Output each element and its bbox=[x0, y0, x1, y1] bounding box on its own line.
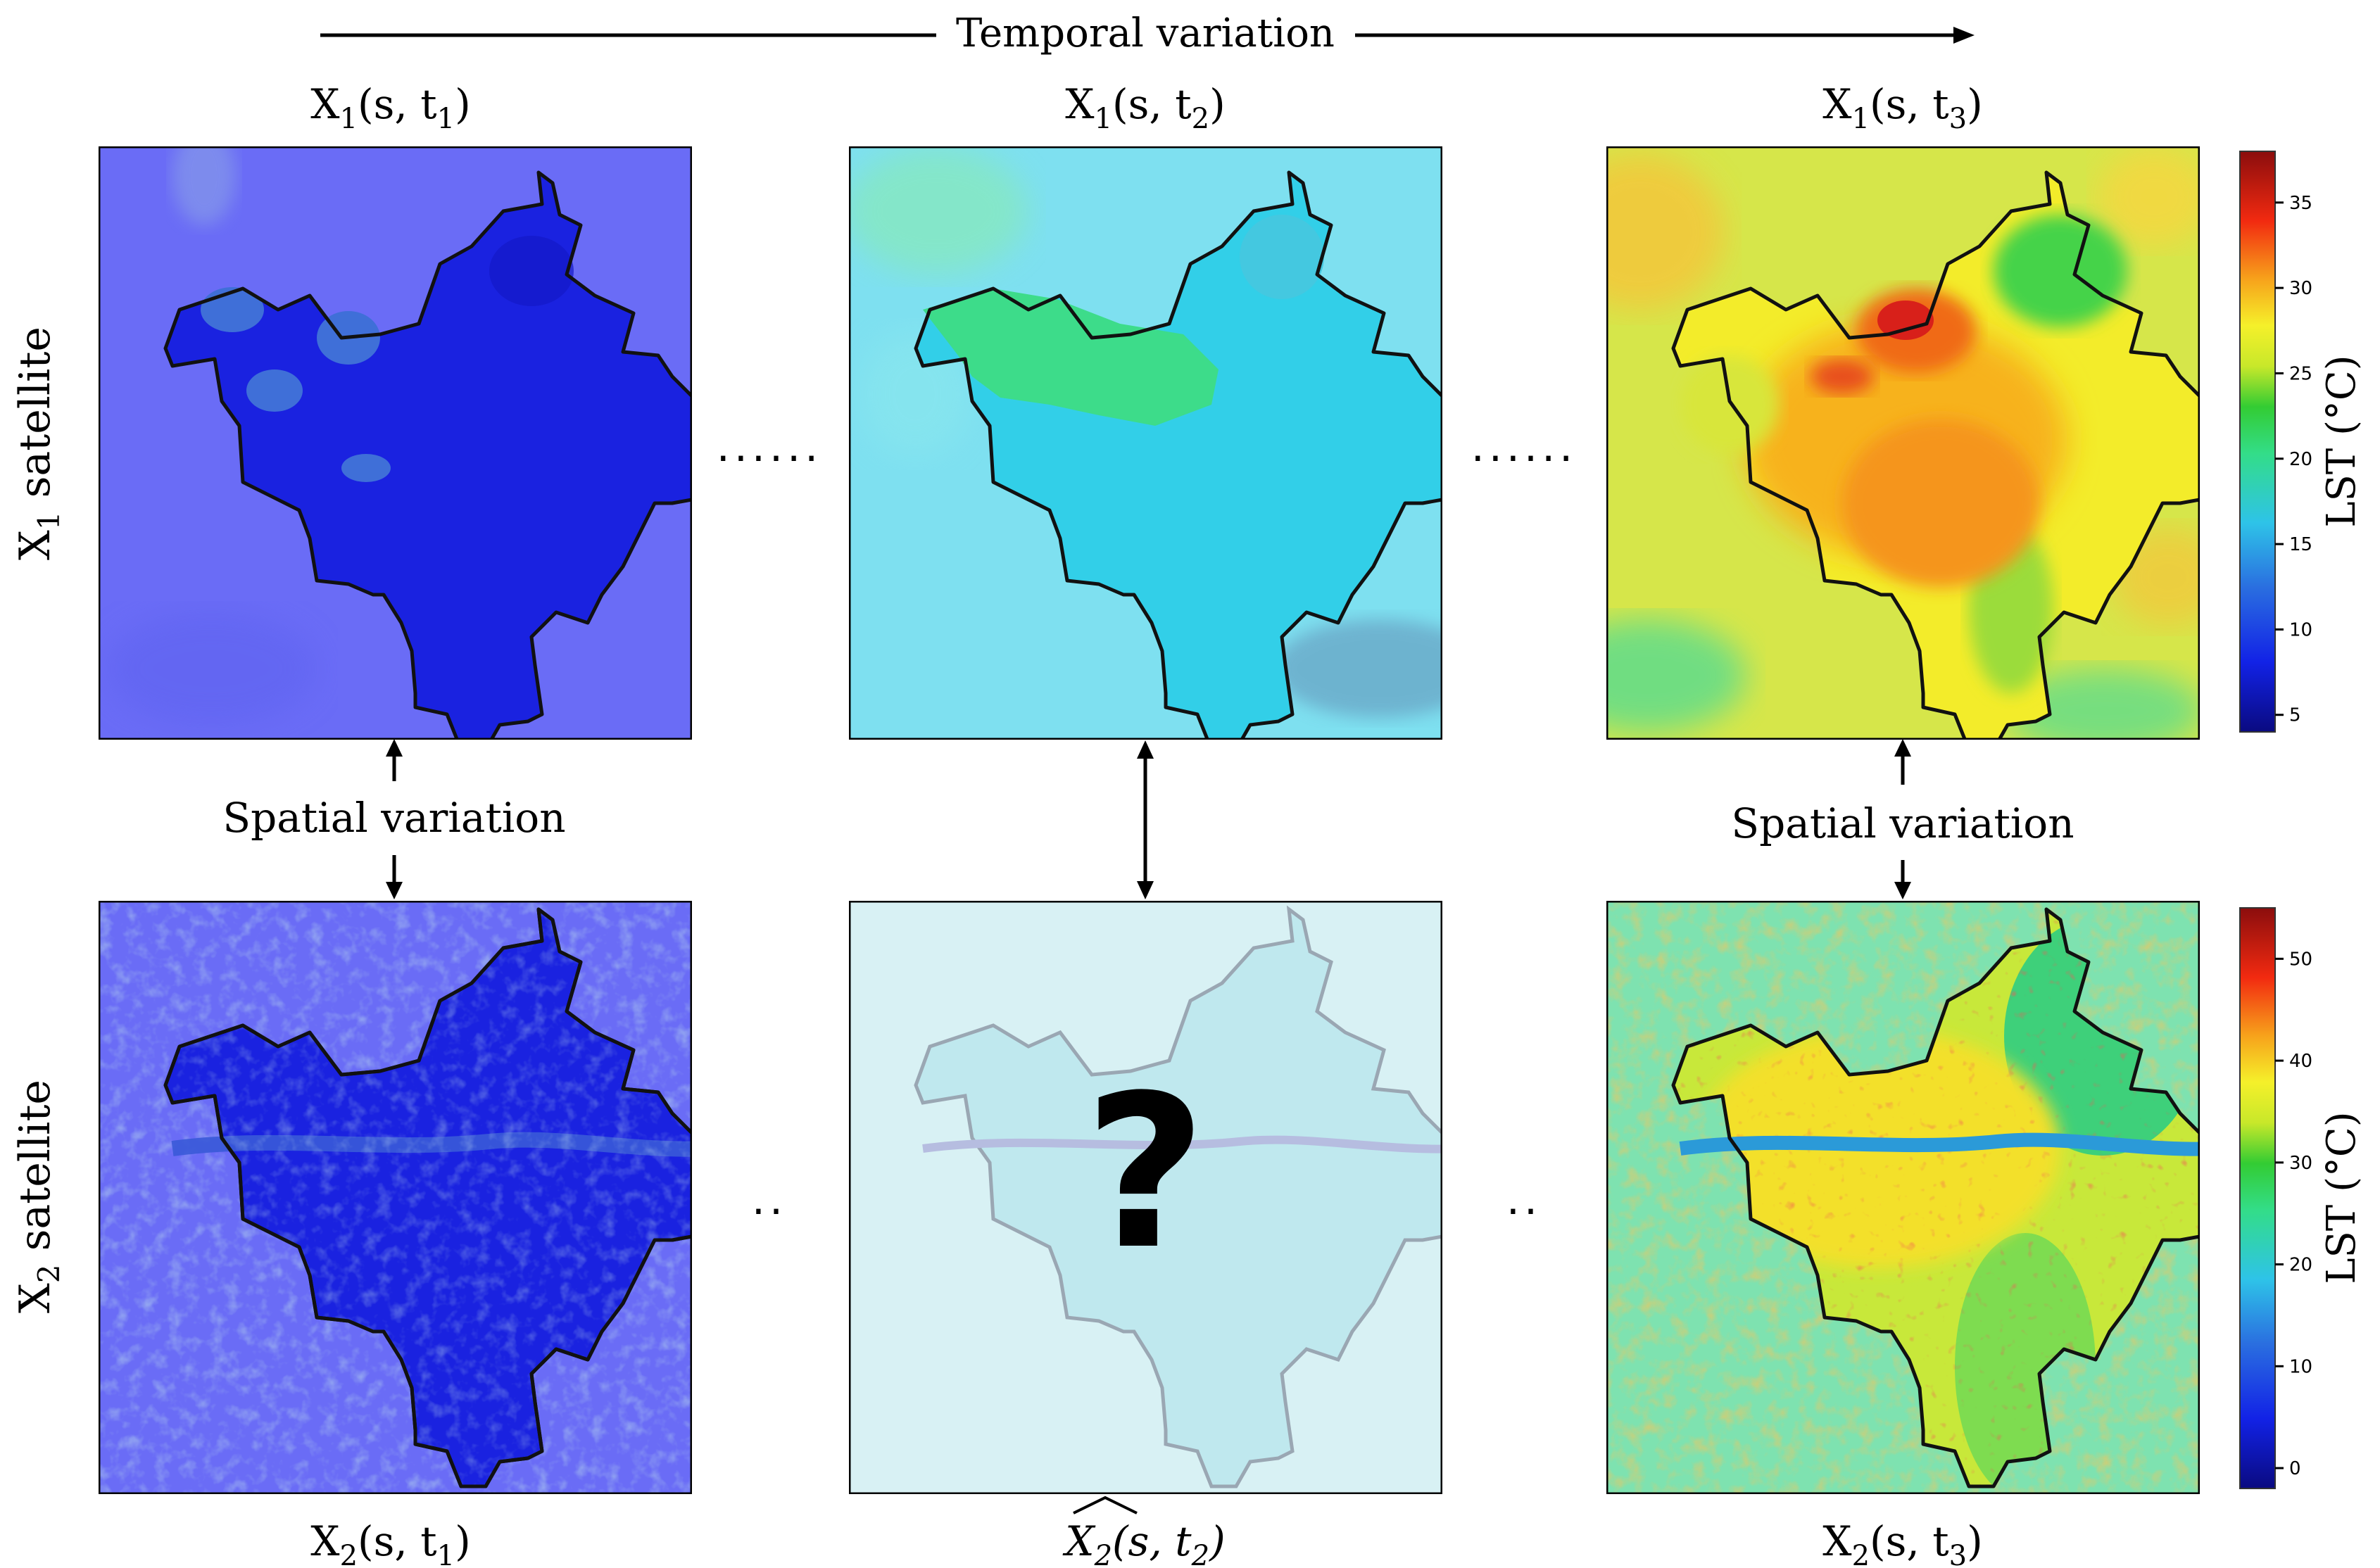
svg-text:X2 satellite: X2 satellite bbox=[11, 1080, 66, 1313]
colorbar-bottom: 0 10 20 30 40 50 LST (°C) bbox=[2239, 907, 2365, 1489]
colorbar-bottom-label: LST (°C) bbox=[2319, 1111, 2365, 1284]
colorbar-top-tick-label: 30 bbox=[2289, 278, 2312, 299]
spatial-arrow-right bbox=[1894, 739, 1911, 899]
ellipsis-bottom-right: .. bbox=[1506, 1175, 1542, 1225]
spatial-arrow-middle bbox=[1137, 740, 1154, 899]
panel-title-x1-t1: X1(s, t1) bbox=[310, 80, 470, 135]
panel-title-x1-t3: X1(s, t3) bbox=[1822, 80, 1982, 135]
svg-text:X1 satellite: X1 satellite bbox=[11, 327, 66, 560]
colorbar-bottom-tick-label: 20 bbox=[2289, 1255, 2312, 1276]
panel-title-x2-t1: X2(s, t1) bbox=[310, 1517, 470, 1568]
row-label-x1-satellite: X1 satellite bbox=[11, 327, 66, 560]
colorbar-bottom-tick-label: 10 bbox=[2289, 1356, 2312, 1377]
map-panel-x1-t1 bbox=[99, 146, 692, 740]
svg-text:X1(s, t3): X1(s, t3) bbox=[1822, 80, 1982, 135]
panel-title-x2-t2-estimate: X2(s, t2) bbox=[1062, 1496, 1226, 1568]
spatial-variation-label-right: Spatial variation bbox=[1731, 799, 2074, 847]
colorbar-bottom-tick-label: 40 bbox=[2289, 1051, 2312, 1072]
map-panel-x2-t1 bbox=[99, 901, 692, 1494]
ellipsis-bottom-left: .. bbox=[752, 1175, 787, 1225]
colorbar-top-tick-label: 5 bbox=[2289, 705, 2301, 726]
colorbar-top-tick-label: 25 bbox=[2289, 363, 2312, 384]
colorbar-top-label: LST (°C) bbox=[2319, 355, 2365, 527]
svg-text:X1(s, t1): X1(s, t1) bbox=[310, 80, 470, 135]
colorbar-top-tick-label: 35 bbox=[2289, 193, 2312, 214]
spatial-variation-label-left: Spatial variation bbox=[222, 794, 565, 842]
ellipsis-top-left: ...... bbox=[717, 422, 822, 472]
panel-title-x2-t3: X2(s, t3) bbox=[1822, 1517, 1982, 1568]
colorbar-top: 5 10 15 20 25 30 35 LST (°C) bbox=[2239, 151, 2365, 733]
colorbar-bottom-tick-label: 0 bbox=[2289, 1458, 2301, 1479]
colorbar-bottom-tick-label: 50 bbox=[2289, 949, 2312, 970]
spatial-arrow-left bbox=[386, 739, 403, 899]
map-panel-x1-t2 bbox=[849, 146, 1442, 740]
map-panel-x1-t3 bbox=[1606, 146, 2200, 740]
colorbar-top-tick-label: 20 bbox=[2289, 449, 2312, 470]
temporal-arrow bbox=[320, 27, 1975, 44]
unknown-question-mark: ? bbox=[1084, 1050, 1207, 1296]
map-panel-x2-t3 bbox=[1606, 901, 2200, 1494]
map-panel-x2-t2-estimate: ? bbox=[849, 901, 1442, 1494]
temporal-variation-label: Temporal variation bbox=[956, 11, 1335, 56]
svg-text:X2(s, t3): X2(s, t3) bbox=[1822, 1517, 1982, 1568]
svg-text:X2(s, t2): X2(s, t2) bbox=[1062, 1517, 1225, 1568]
panel-title-x1-t2: X1(s, t2) bbox=[1065, 80, 1225, 135]
colorbar-top-tick-label: 10 bbox=[2289, 619, 2312, 640]
colorbar-top-tick-label: 15 bbox=[2289, 534, 2312, 555]
svg-text:X2(s, t1): X2(s, t1) bbox=[310, 1517, 470, 1568]
row-label-x2-satellite: X2 satellite bbox=[11, 1080, 66, 1313]
svg-text:X1(s, t2): X1(s, t2) bbox=[1065, 80, 1225, 135]
ellipsis-top-right: ...... bbox=[1471, 422, 1577, 472]
colorbar-bottom-tick-label: 30 bbox=[2289, 1153, 2312, 1174]
